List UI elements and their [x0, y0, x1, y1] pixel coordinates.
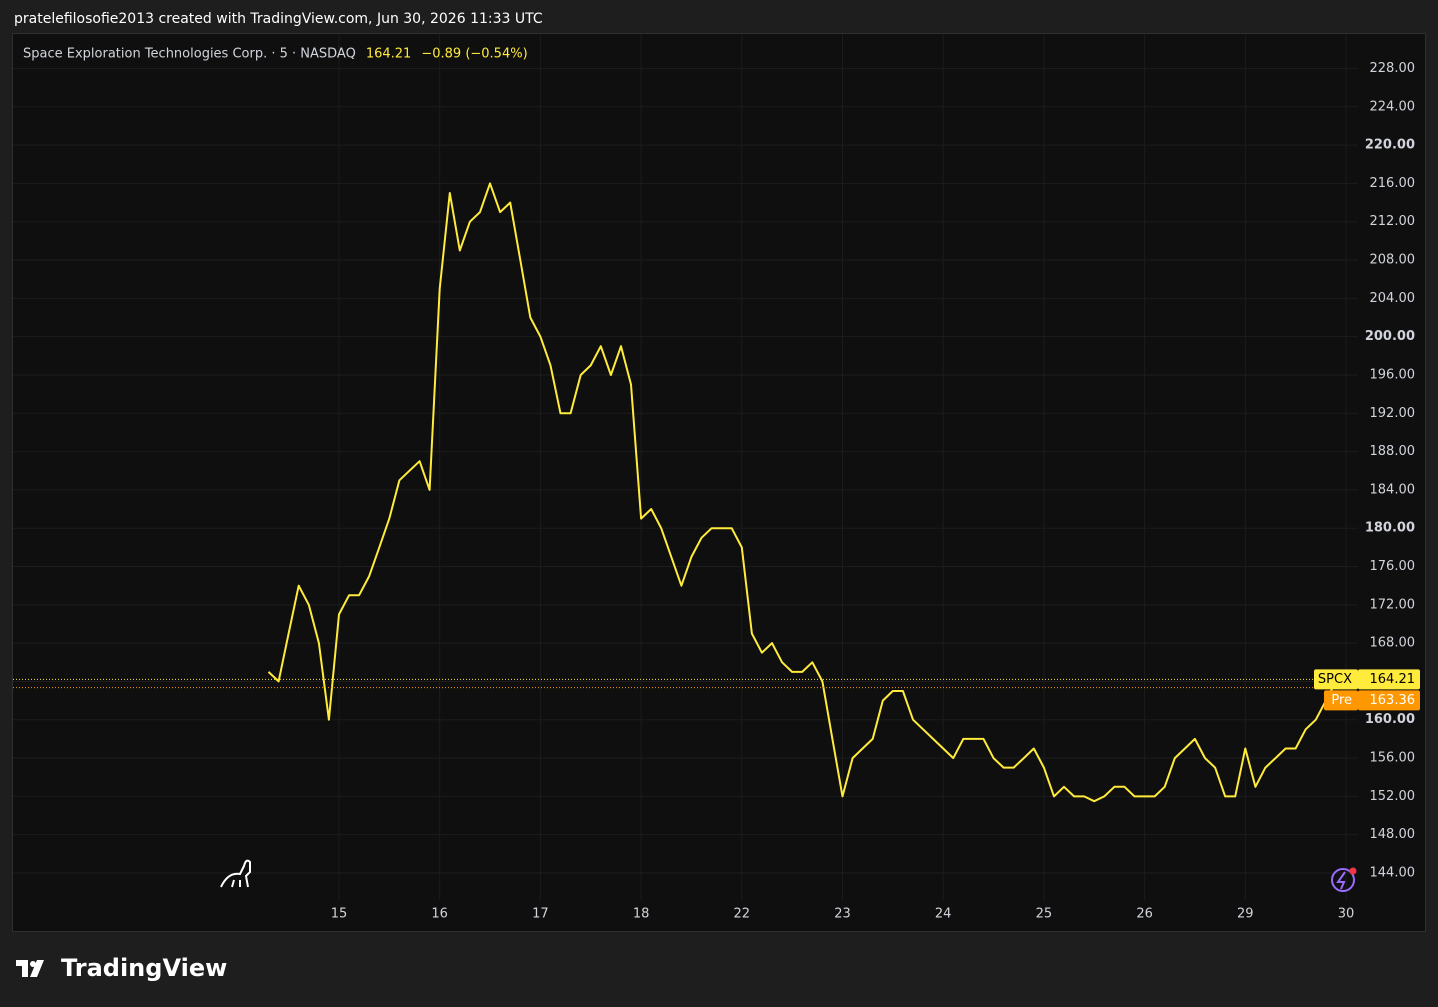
y-tick-label: 156.00 [1370, 751, 1416, 766]
x-tick-label: 15 [331, 907, 348, 922]
y-tick-label: 228.00 [1370, 61, 1416, 76]
x-tick-label: 25 [1036, 907, 1053, 922]
legend-change: −0.89 (−0.54%) [421, 47, 527, 62]
x-tick-label: 30 [1338, 907, 1355, 922]
y-tick-label: 148.00 [1370, 827, 1416, 842]
legend: Space Exploration Technologies Corp. · 5… [23, 47, 528, 62]
y-tick-label: 152.00 [1370, 789, 1416, 804]
assistant-icon [1331, 867, 1357, 892]
y-tick-label: 168.00 [1370, 636, 1416, 651]
price-line [267, 182, 1337, 803]
y-tick-label: 200.00 [1365, 329, 1415, 344]
price-tag-name-bg [1314, 669, 1358, 690]
plot: 144.00148.00152.00156.00160.00164.00168.… [13, 34, 1420, 922]
y-tick-label: 212.00 [1370, 214, 1416, 229]
x-tick-label: 18 [633, 907, 650, 922]
x-tick-label: 26 [1136, 907, 1153, 922]
y-tick-label: 188.00 [1370, 444, 1416, 459]
y-tick-label: 196.00 [1370, 367, 1416, 382]
y-tick-label: 224.00 [1370, 99, 1416, 114]
y-tick-label: 144.00 [1370, 865, 1416, 880]
x-tick-label: 17 [532, 907, 549, 922]
price-tag-name-bg [1324, 690, 1358, 711]
x-tick-label: 22 [734, 907, 751, 922]
header: pratelefilosofie2013 created with Tradin… [14, 11, 543, 27]
price-tag-name: SPCX [1318, 672, 1352, 687]
dino-icon [220, 859, 251, 888]
price-tag-bg [1358, 690, 1420, 711]
y-tick-label: 208.00 [1370, 253, 1416, 268]
y-tick-label: 192.00 [1370, 406, 1416, 421]
legend-price: 164.21 [366, 47, 412, 62]
x-tick-label: 16 [431, 907, 448, 922]
legend-name: Space Exploration Technologies Corp. · 5… [23, 47, 356, 62]
x-tick-label: 24 [935, 907, 952, 922]
brand-name: TradingView [61, 954, 227, 982]
price-tag-value: 163.36 [1370, 693, 1416, 708]
price-tag-value: 164.21 [1370, 672, 1416, 687]
y-tick-label: 176.00 [1370, 559, 1416, 574]
y-tick-label: 160.00 [1365, 712, 1415, 727]
y-tick-label: 220.00 [1365, 138, 1415, 153]
price-tag-bg [1358, 669, 1420, 690]
y-tick-label: 172.00 [1370, 597, 1416, 612]
y-tick-label: 204.00 [1370, 291, 1416, 306]
x-tick-label: 23 [834, 907, 851, 922]
x-tick-label: 29 [1237, 907, 1254, 922]
brand-logo: TradingView [16, 954, 227, 982]
y-tick-label: 180.00 [1365, 521, 1415, 536]
y-tick-label: 184.00 [1370, 482, 1416, 497]
price-tag-name: Pre [1331, 693, 1352, 708]
y-tick-label: 216.00 [1370, 176, 1416, 191]
